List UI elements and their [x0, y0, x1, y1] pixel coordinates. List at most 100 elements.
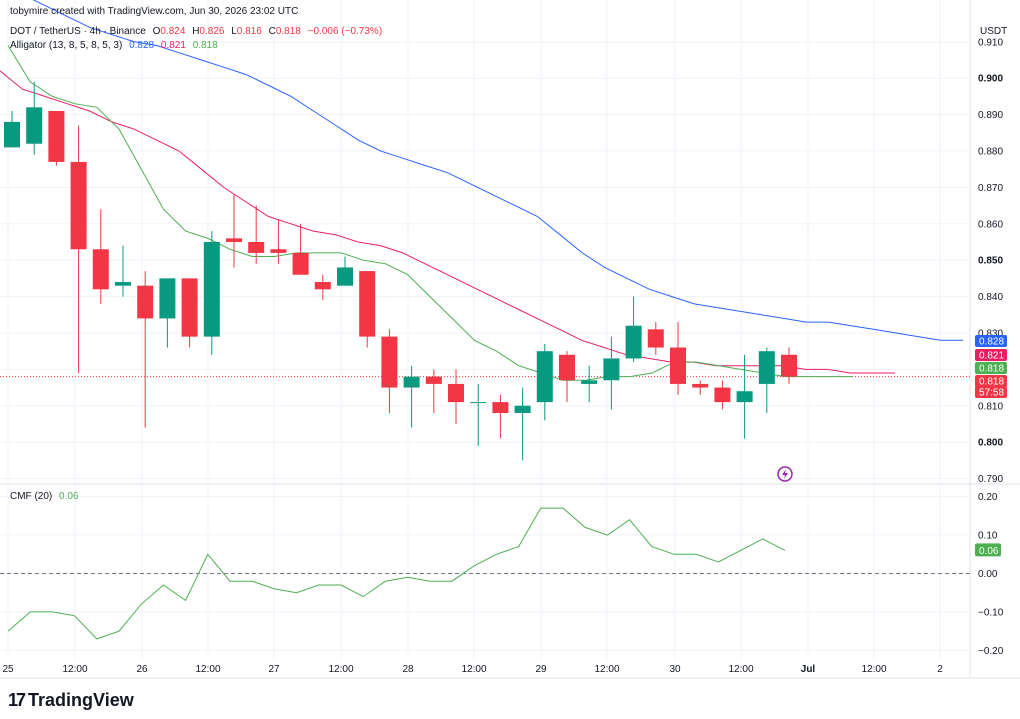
candle[interactable] [226, 194, 242, 268]
time-tick-label: 30 [669, 664, 681, 675]
candle-body [647, 329, 664, 348]
cmf-tick-label: −0.10 [978, 607, 1004, 618]
candle-body [559, 354, 575, 381]
candle[interactable] [359, 271, 376, 348]
cmf-label[interactable]: CMF (20) [10, 491, 53, 502]
candle-body [581, 380, 598, 384]
candle[interactable] [448, 369, 464, 424]
candle[interactable] [48, 110, 65, 166]
time-tick-label: 29 [535, 664, 547, 675]
candle[interactable] [559, 351, 575, 403]
candle[interactable] [26, 81, 43, 155]
candle[interactable] [4, 110, 20, 148]
alligator-teeth-value: 0.821 [160, 40, 186, 51]
candle-body [470, 402, 487, 404]
candle-body [337, 267, 353, 286]
candle[interactable] [425, 369, 442, 414]
time-tick-label: 26 [136, 664, 148, 675]
candle[interactable] [692, 380, 709, 395]
time-tick-label: 12:00 [328, 664, 353, 675]
candle-body [692, 383, 709, 388]
alligator-label[interactable]: Alligator (13, 8, 5, 8, 5, 3) [10, 40, 123, 51]
candle-body [226, 238, 242, 242]
ohlc-o-label: O [152, 26, 161, 37]
cmf-tick-label: −0.20 [978, 646, 1004, 657]
candle[interactable] [714, 380, 731, 410]
price-axis[interactable]: 0.7900.8000.8100.8200.8300.8400.8500.860… [978, 37, 1003, 485]
cmf-tick-label: 0.20 [978, 492, 998, 503]
candle-body [26, 107, 43, 144]
price-badge-bg [975, 386, 1007, 398]
tradingview-logo[interactable]: 17 TradingView [8, 690, 134, 711]
candle-body [781, 354, 797, 377]
ohlc-open: 0.824 [160, 26, 186, 37]
price-badge: 0.821 [975, 349, 1007, 362]
candle[interactable] [248, 205, 265, 264]
candle-body [181, 278, 198, 337]
time-tick-label: 28 [402, 664, 414, 675]
candle[interactable] [603, 336, 620, 410]
candle[interactable] [70, 125, 87, 374]
ohlc-l-label: L [231, 26, 237, 37]
candle[interactable] [292, 223, 309, 275]
time-tick-label: 12:00 [195, 664, 220, 675]
candle[interactable] [337, 256, 353, 286]
candle[interactable] [758, 347, 775, 414]
time-tick-label: 12:00 [461, 664, 486, 675]
time-tick-label: 27 [268, 664, 280, 675]
candle[interactable] [181, 278, 198, 348]
candle[interactable] [536, 343, 553, 421]
lightning-event-icon[interactable] [777, 466, 793, 482]
candle-body [4, 121, 20, 148]
price-tick-label: 0.790 [978, 474, 1003, 485]
candle[interactable] [115, 245, 131, 297]
price-tick-label: 0.800 [978, 438, 1003, 449]
time-tick-label: 12:00 [62, 664, 87, 675]
candle-body [137, 285, 154, 319]
candle[interactable] [492, 394, 509, 439]
misc-marks [777, 466, 793, 482]
time-tick-label: Jul [801, 664, 816, 675]
candle-body [115, 282, 131, 286]
alligator-jaw-line [32, 0, 963, 341]
candle[interactable] [470, 383, 487, 446]
ohlc-low: 0.816 [236, 26, 262, 37]
candle[interactable] [514, 387, 531, 461]
candle[interactable] [581, 365, 598, 403]
candle[interactable] [781, 347, 797, 384]
candle[interactable] [159, 278, 176, 348]
candle[interactable] [137, 271, 154, 428]
cmf-pane [0, 507, 970, 640]
price-tick-label: 0.880 [978, 147, 1003, 158]
alligator-teeth-line [0, 70, 895, 374]
candle-body [203, 241, 220, 337]
candle[interactable] [647, 322, 664, 355]
candle[interactable] [670, 322, 686, 395]
attribution-text: tobymire created with TradingView.com, J… [10, 6, 299, 17]
cmf-axis[interactable]: 0.20 0.10 0.00 −0.10 −0.20 [978, 492, 1004, 657]
symbol-title[interactable]: DOT / TetherUS · 4h · Binance [10, 26, 146, 37]
candle[interactable] [736, 354, 753, 439]
price-badge-bg [975, 362, 1007, 374]
price-badge-bg [975, 349, 1007, 361]
candle-body [714, 387, 731, 403]
candle-body [603, 358, 620, 381]
candle-body [70, 161, 87, 250]
candle[interactable] [403, 365, 420, 428]
candle-body [448, 383, 464, 403]
candle-body [625, 325, 642, 359]
candle[interactable] [381, 329, 398, 414]
candle[interactable] [203, 231, 220, 355]
candle[interactable] [92, 209, 109, 304]
cmf-value: 0.06 [59, 491, 79, 502]
candle[interactable] [270, 220, 287, 264]
time-axis[interactable]: 25 12:00 26 12:00 27 12:00 28 12:00 29 12:00 30 12:… [2, 664, 943, 675]
tradingview-logo-text: TradingView [28, 690, 134, 710]
candle[interactable] [314, 274, 331, 301]
cmf-legend: CMF (20) 0.06 [10, 491, 82, 502]
candles[interactable] [4, 81, 797, 461]
price-tick-label: 0.890 [978, 110, 1003, 121]
candle-body [159, 278, 176, 319]
candle[interactable] [625, 296, 642, 363]
